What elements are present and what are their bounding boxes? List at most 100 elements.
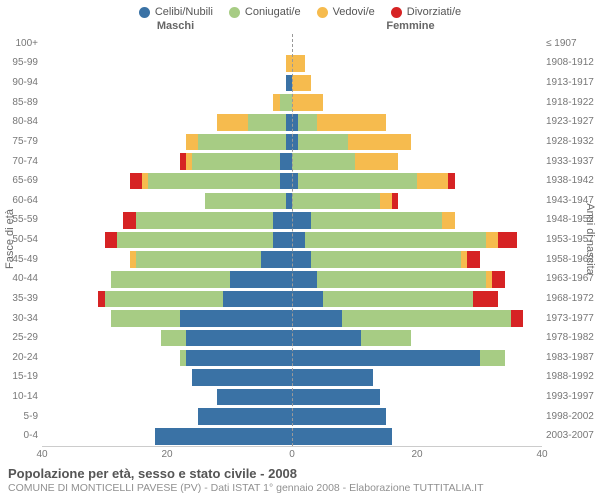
seg-celibi	[261, 251, 292, 267]
seg-celibi	[273, 212, 292, 228]
male-half	[42, 212, 292, 228]
legend-swatch	[139, 7, 150, 18]
female-half	[292, 193, 542, 209]
seg-celibi	[280, 173, 293, 189]
seg-celibi	[230, 271, 293, 287]
male-half	[42, 75, 292, 91]
seg-vedovi	[380, 193, 393, 209]
birth-label: 1988-1992	[546, 368, 594, 388]
seg-coniugati	[311, 251, 461, 267]
age-label: 5-9	[24, 407, 38, 427]
age-label: 65-69	[12, 171, 38, 191]
seg-vedovi	[317, 114, 386, 130]
header-male: Maschi	[58, 20, 293, 32]
birth-label: 1978-1982	[546, 328, 594, 348]
seg-coniugati	[136, 212, 274, 228]
seg-divorziati	[105, 232, 118, 248]
birth-label: 1998-2002	[546, 407, 594, 427]
male-half	[42, 291, 292, 307]
seg-celibi	[217, 389, 292, 405]
age-label: 0-4	[24, 427, 38, 447]
seg-coniugati	[148, 173, 279, 189]
male-half	[42, 408, 292, 424]
seg-celibi	[155, 428, 293, 444]
male-half	[42, 153, 292, 169]
seg-vedovi	[442, 212, 455, 228]
female-half	[292, 55, 542, 71]
seg-vedovi	[217, 114, 248, 130]
male-half	[42, 36, 292, 52]
chart-subtitle: COMUNE DI MONTICELLI PAVESE (PV) - Dati …	[8, 482, 592, 494]
age-label: 15-19	[12, 368, 38, 388]
female-half	[292, 173, 542, 189]
seg-divorziati	[448, 173, 454, 189]
age-label: 20-24	[12, 348, 38, 368]
male-half	[42, 330, 292, 346]
seg-celibi	[198, 408, 292, 424]
y-axis-label-right: Anni di nascita	[584, 203, 596, 275]
legend-swatch	[317, 7, 328, 18]
legend-item: Divorziati/e	[391, 6, 461, 18]
seg-divorziati	[498, 232, 517, 248]
seg-celibi	[292, 408, 386, 424]
female-half	[292, 350, 542, 366]
female-half	[292, 36, 542, 52]
seg-divorziati	[123, 212, 136, 228]
seg-divorziati	[473, 291, 498, 307]
legend-swatch	[229, 7, 240, 18]
birth-label: 1908-1912	[546, 54, 594, 74]
age-label: 25-29	[12, 328, 38, 348]
age-label: 45-49	[12, 250, 38, 270]
legend-item: Coniugati/e	[229, 6, 301, 18]
seg-celibi	[186, 350, 292, 366]
seg-celibi	[292, 310, 342, 326]
age-label: 75-79	[12, 132, 38, 152]
seg-divorziati	[467, 251, 480, 267]
birth-label: 2003-2007	[546, 427, 594, 447]
bars-area	[42, 34, 542, 446]
seg-divorziati	[492, 271, 505, 287]
x-tick: 0	[289, 449, 295, 460]
center-line	[292, 34, 293, 446]
seg-coniugati	[292, 193, 380, 209]
seg-vedovi	[186, 134, 199, 150]
male-half	[42, 271, 292, 287]
legend-swatch	[391, 7, 402, 18]
y-axis-label-left: Fasce di età	[4, 209, 16, 269]
seg-coniugati	[342, 310, 511, 326]
seg-vedovi	[417, 173, 448, 189]
birth-label: 1928-1932	[546, 132, 594, 152]
header-female: Femmine	[293, 20, 528, 32]
male-half	[42, 114, 292, 130]
female-half	[292, 291, 542, 307]
female-half	[292, 369, 542, 385]
female-half	[292, 408, 542, 424]
age-label: 40-44	[12, 270, 38, 290]
birth-label: ≤ 1907	[546, 34, 577, 54]
population-pyramid: Celibi/Nubili Coniugati/e Vedovi/e Divorzia…	[0, 0, 600, 500]
birth-label: 1938-1942	[546, 171, 594, 191]
male-half	[42, 232, 292, 248]
birth-label: 1973-1977	[546, 309, 594, 329]
birth-label: 1913-1917	[546, 73, 594, 93]
seg-coniugati	[161, 330, 186, 346]
seg-celibi	[292, 330, 361, 346]
legend-item: Celibi/Nubili	[139, 6, 213, 18]
age-label: 90-94	[12, 73, 38, 93]
seg-coniugati	[292, 153, 355, 169]
plot-area: Fasce di età 100+95-9990-9485-8980-8475-…	[0, 32, 600, 446]
seg-celibi	[292, 232, 305, 248]
age-label: 85-89	[12, 93, 38, 113]
seg-coniugati	[117, 232, 273, 248]
seg-coniugati	[305, 232, 486, 248]
female-half	[292, 251, 542, 267]
seg-celibi	[180, 310, 293, 326]
seg-vedovi	[486, 232, 499, 248]
footer: Popolazione per età, sesso e stato civil…	[0, 462, 600, 500]
seg-vedovi	[292, 94, 323, 110]
birth-label: 1983-1987	[546, 348, 594, 368]
seg-celibi	[292, 251, 311, 267]
legend-item: Vedovi/e	[317, 6, 375, 18]
seg-coniugati	[323, 291, 473, 307]
birth-label: 1993-1997	[546, 387, 594, 407]
